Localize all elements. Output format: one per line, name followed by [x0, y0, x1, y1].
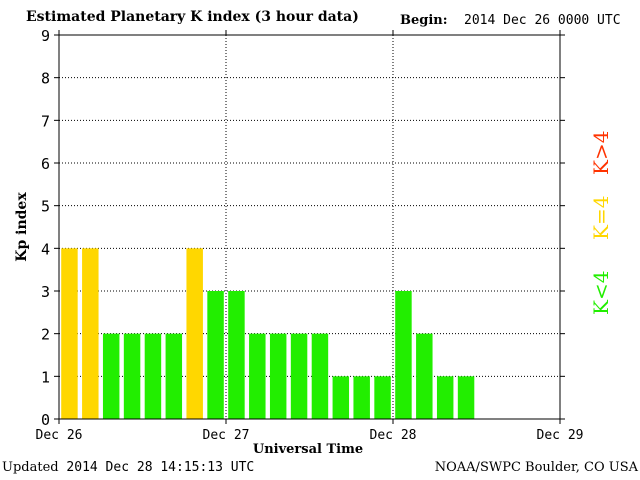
y-tick-label: 6	[41, 155, 50, 173]
legend-label: K<4	[589, 270, 613, 315]
kp-bar	[436, 376, 454, 419]
kp-bar	[144, 333, 162, 419]
legend-k-above-4: K>4	[589, 131, 613, 175]
y-tick-label: 1	[41, 368, 50, 386]
kp-bar	[353, 376, 370, 419]
kp-bar	[457, 376, 475, 419]
y-tick-label: 4	[41, 240, 50, 258]
kp-bar	[207, 291, 224, 419]
kp-bar	[186, 248, 203, 419]
kp-bar	[228, 291, 245, 419]
plot-frame	[58, 34, 561, 420]
x-axis-label: Universal Time	[253, 442, 363, 457]
y-tick-label: 0	[41, 411, 50, 429]
kp-bar	[395, 291, 412, 419]
kp-bar	[416, 333, 433, 419]
kp-bar	[82, 248, 99, 419]
kp-bar	[61, 248, 78, 419]
x-tick-label: Dec 29	[537, 428, 584, 443]
legend-k-equal-4: K=4	[589, 196, 613, 240]
legend-label: K=4	[589, 195, 613, 240]
kp-bar	[269, 333, 287, 419]
y-tick-label: 7	[41, 112, 50, 130]
kp-bar	[290, 333, 308, 419]
y-tick-label: 2	[41, 326, 50, 344]
updated-value: 2014 Dec 28 14:15:13 UTC	[66, 460, 255, 475]
kp-bar	[165, 333, 183, 419]
y-tick-label: 5	[41, 198, 50, 216]
y-tick-label: 3	[41, 283, 50, 301]
y-tick-label: 9	[41, 27, 50, 45]
kp-bar	[249, 333, 266, 419]
y-axis-label: Kp index	[14, 192, 30, 262]
updated-label: Updated	[2, 460, 59, 475]
legend-label: K>4	[589, 130, 613, 175]
y-tick-label: 8	[41, 70, 50, 88]
kp-bar	[374, 376, 391, 419]
x-tick-label: Dec 27	[203, 428, 250, 443]
legend-k-below-4: K<4	[589, 271, 613, 315]
kp-bar	[332, 376, 350, 419]
credit-text: NOAA/SWPC Boulder, CO USA	[434, 460, 638, 475]
begin-label: Begin:	[400, 13, 448, 28]
begin-value: 2014 Dec 26 0000 UTC	[464, 13, 621, 28]
kp-bar	[123, 333, 141, 419]
chart-title: Estimated Planetary K index (3 hour data…	[26, 9, 359, 25]
kp-bar	[311, 333, 329, 419]
x-tick-label: Dec 26	[36, 428, 83, 443]
x-tick-label: Dec 28	[370, 428, 417, 443]
kp-bar	[102, 333, 120, 419]
updated-timestamp: Updated 2014 Dec 28 14:15:13 UTC	[2, 460, 254, 475]
